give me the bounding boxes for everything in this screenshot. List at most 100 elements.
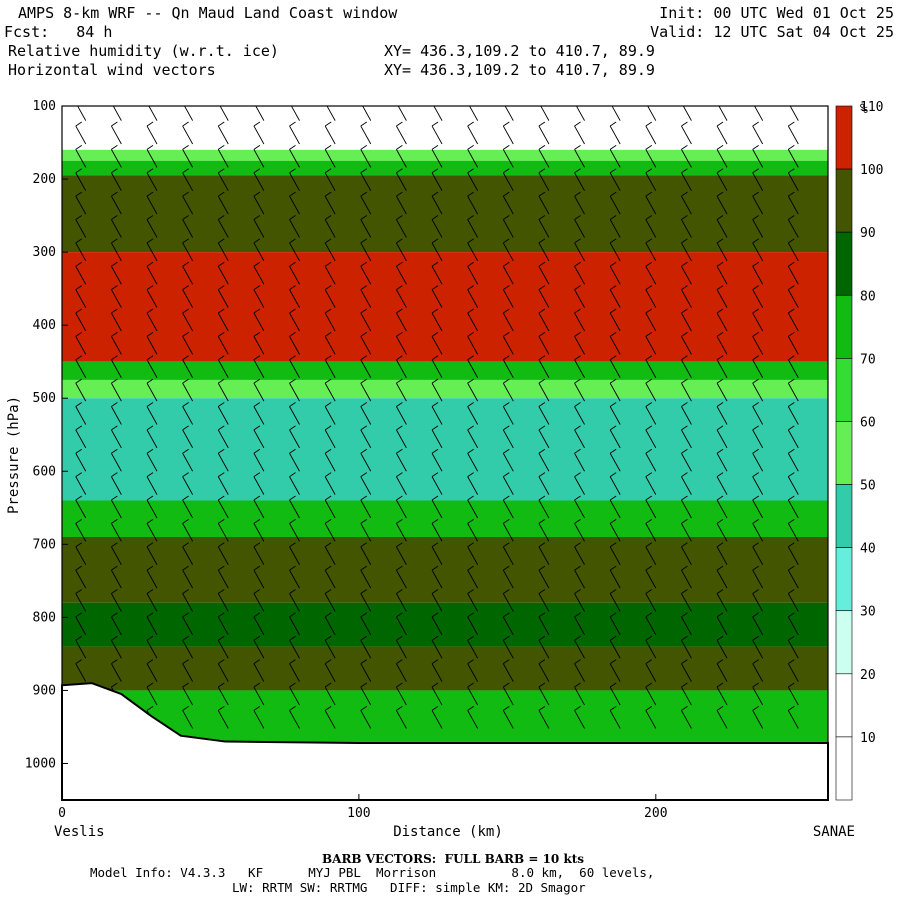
wind-barb-16 bbox=[75, 472, 87, 495]
wind-barb-184 bbox=[289, 612, 300, 636]
wind-barb-325 bbox=[502, 121, 514, 145]
wind-barb-535 bbox=[752, 612, 764, 636]
model-info: Model Info: V4.3.3 KF MYJ PBL Morrison 8… bbox=[90, 865, 655, 880]
wind-barb-99 bbox=[182, 519, 194, 542]
wind-barb-548 bbox=[787, 285, 799, 308]
wind-barb-495 bbox=[716, 308, 728, 332]
wind-barb-458 bbox=[645, 706, 657, 729]
wind-barb-22 bbox=[75, 612, 87, 636]
wind-barb-450 bbox=[645, 519, 657, 542]
wind-barb-229 bbox=[360, 402, 372, 425]
y-tick-label-800: 800 bbox=[33, 610, 56, 625]
wind-barb-494 bbox=[716, 285, 728, 308]
wind-barb-0 bbox=[77, 106, 87, 121]
wind-barb-110 bbox=[217, 144, 229, 168]
wind-barb-544 bbox=[787, 191, 799, 215]
wind-barb-130 bbox=[217, 612, 229, 636]
wind-barb-413 bbox=[609, 285, 621, 308]
wind-barb-199 bbox=[324, 332, 336, 355]
wind-barb-254 bbox=[396, 355, 407, 378]
wind-barb-95 bbox=[182, 425, 194, 449]
wind-barb-291 bbox=[431, 589, 443, 612]
wind-barb-136 bbox=[253, 121, 265, 145]
wind-barb-125 bbox=[217, 495, 229, 519]
wind-barb-346 bbox=[502, 612, 514, 636]
wind-barb-71 bbox=[146, 495, 158, 519]
wind-barb-277 bbox=[431, 261, 443, 285]
wind-barb-135 bbox=[255, 106, 265, 121]
wind-barb-123 bbox=[217, 448, 229, 472]
wind-barb-446 bbox=[645, 425, 657, 449]
wind-barb-536 bbox=[752, 635, 764, 659]
wind-barb-11 bbox=[75, 355, 87, 378]
wind-barb-444 bbox=[645, 378, 657, 402]
wind-barb-269 bbox=[396, 706, 407, 729]
wind-barb-223 bbox=[360, 261, 372, 285]
wind-barb-86 bbox=[182, 215, 194, 238]
wind-barb-391 bbox=[574, 402, 585, 425]
wind-barb-462 bbox=[681, 168, 692, 191]
wind-barb-287 bbox=[431, 495, 443, 519]
wind-barb-338 bbox=[502, 425, 514, 449]
wind-barb-292 bbox=[431, 612, 443, 636]
wind-barb-366 bbox=[538, 448, 550, 472]
wind-barb-361 bbox=[538, 332, 550, 355]
wind-barb-505 bbox=[716, 542, 728, 565]
colorbar-swatch-5 bbox=[835, 421, 853, 485]
wind-barb-473 bbox=[681, 425, 692, 449]
wind-barb-273 bbox=[431, 168, 443, 191]
colorbar-label-110: 110 bbox=[860, 100, 883, 115]
wind-barb-101 bbox=[182, 565, 194, 589]
wind-barb-500 bbox=[716, 425, 728, 449]
wind-barb-177 bbox=[289, 448, 300, 472]
wind-barb-375 bbox=[538, 659, 550, 682]
wind-barb-42 bbox=[110, 448, 122, 472]
rh-layer-9 bbox=[62, 537, 828, 603]
wind-barb-5 bbox=[75, 215, 87, 238]
wind-barb-333 bbox=[502, 308, 514, 332]
wind-barb-72 bbox=[146, 519, 158, 542]
wind-barb-298 bbox=[467, 121, 479, 145]
wind-barb-320 bbox=[467, 635, 479, 659]
wind-barb-491 bbox=[716, 215, 728, 238]
wind-barb-297 bbox=[469, 106, 479, 121]
wind-barb-66 bbox=[146, 378, 158, 402]
wind-barb-70 bbox=[146, 472, 158, 495]
wind-barb-29 bbox=[110, 144, 122, 168]
colorbar-label-100: 100 bbox=[860, 163, 883, 178]
wind-barb-195 bbox=[324, 238, 336, 262]
wind-barb-87 bbox=[182, 238, 194, 262]
wind-barb-364 bbox=[538, 402, 550, 425]
wind-barb-415 bbox=[609, 332, 621, 355]
wind-barb-490 bbox=[716, 191, 728, 215]
wind-barb-313 bbox=[467, 472, 479, 495]
wind-barb-531 bbox=[752, 519, 764, 542]
wind-barb-158 bbox=[253, 635, 265, 659]
wind-barb-512 bbox=[716, 706, 728, 729]
wind-barb-484 bbox=[681, 682, 692, 706]
wind-barb-189 bbox=[326, 106, 336, 121]
wind-barb-529 bbox=[752, 472, 764, 495]
wind-barb-62 bbox=[146, 285, 158, 308]
wind-barb-255 bbox=[396, 378, 407, 402]
wind-barb-523 bbox=[752, 332, 764, 355]
wind-barb-109 bbox=[217, 121, 229, 145]
wind-barb-352 bbox=[538, 121, 550, 145]
wind-barb-142 bbox=[253, 261, 265, 285]
colorbar-swatch-6 bbox=[835, 358, 853, 422]
wind-barb-202 bbox=[324, 402, 336, 425]
wind-barb-168 bbox=[289, 238, 300, 262]
wind-barb-219 bbox=[360, 168, 372, 191]
colorbar-label-70: 70 bbox=[860, 352, 876, 367]
wind-barb-139 bbox=[253, 191, 265, 215]
wind-barb-486 bbox=[718, 106, 728, 121]
wind-barb-301 bbox=[467, 191, 479, 215]
wind-barb-38 bbox=[110, 355, 122, 378]
wind-barb-519 bbox=[752, 238, 764, 262]
wind-barb-422 bbox=[609, 495, 621, 519]
rh-layer-2 bbox=[62, 160, 828, 176]
wind-barb-85 bbox=[182, 191, 194, 215]
wind-barb-398 bbox=[574, 565, 585, 589]
wind-barb-468 bbox=[681, 308, 692, 332]
